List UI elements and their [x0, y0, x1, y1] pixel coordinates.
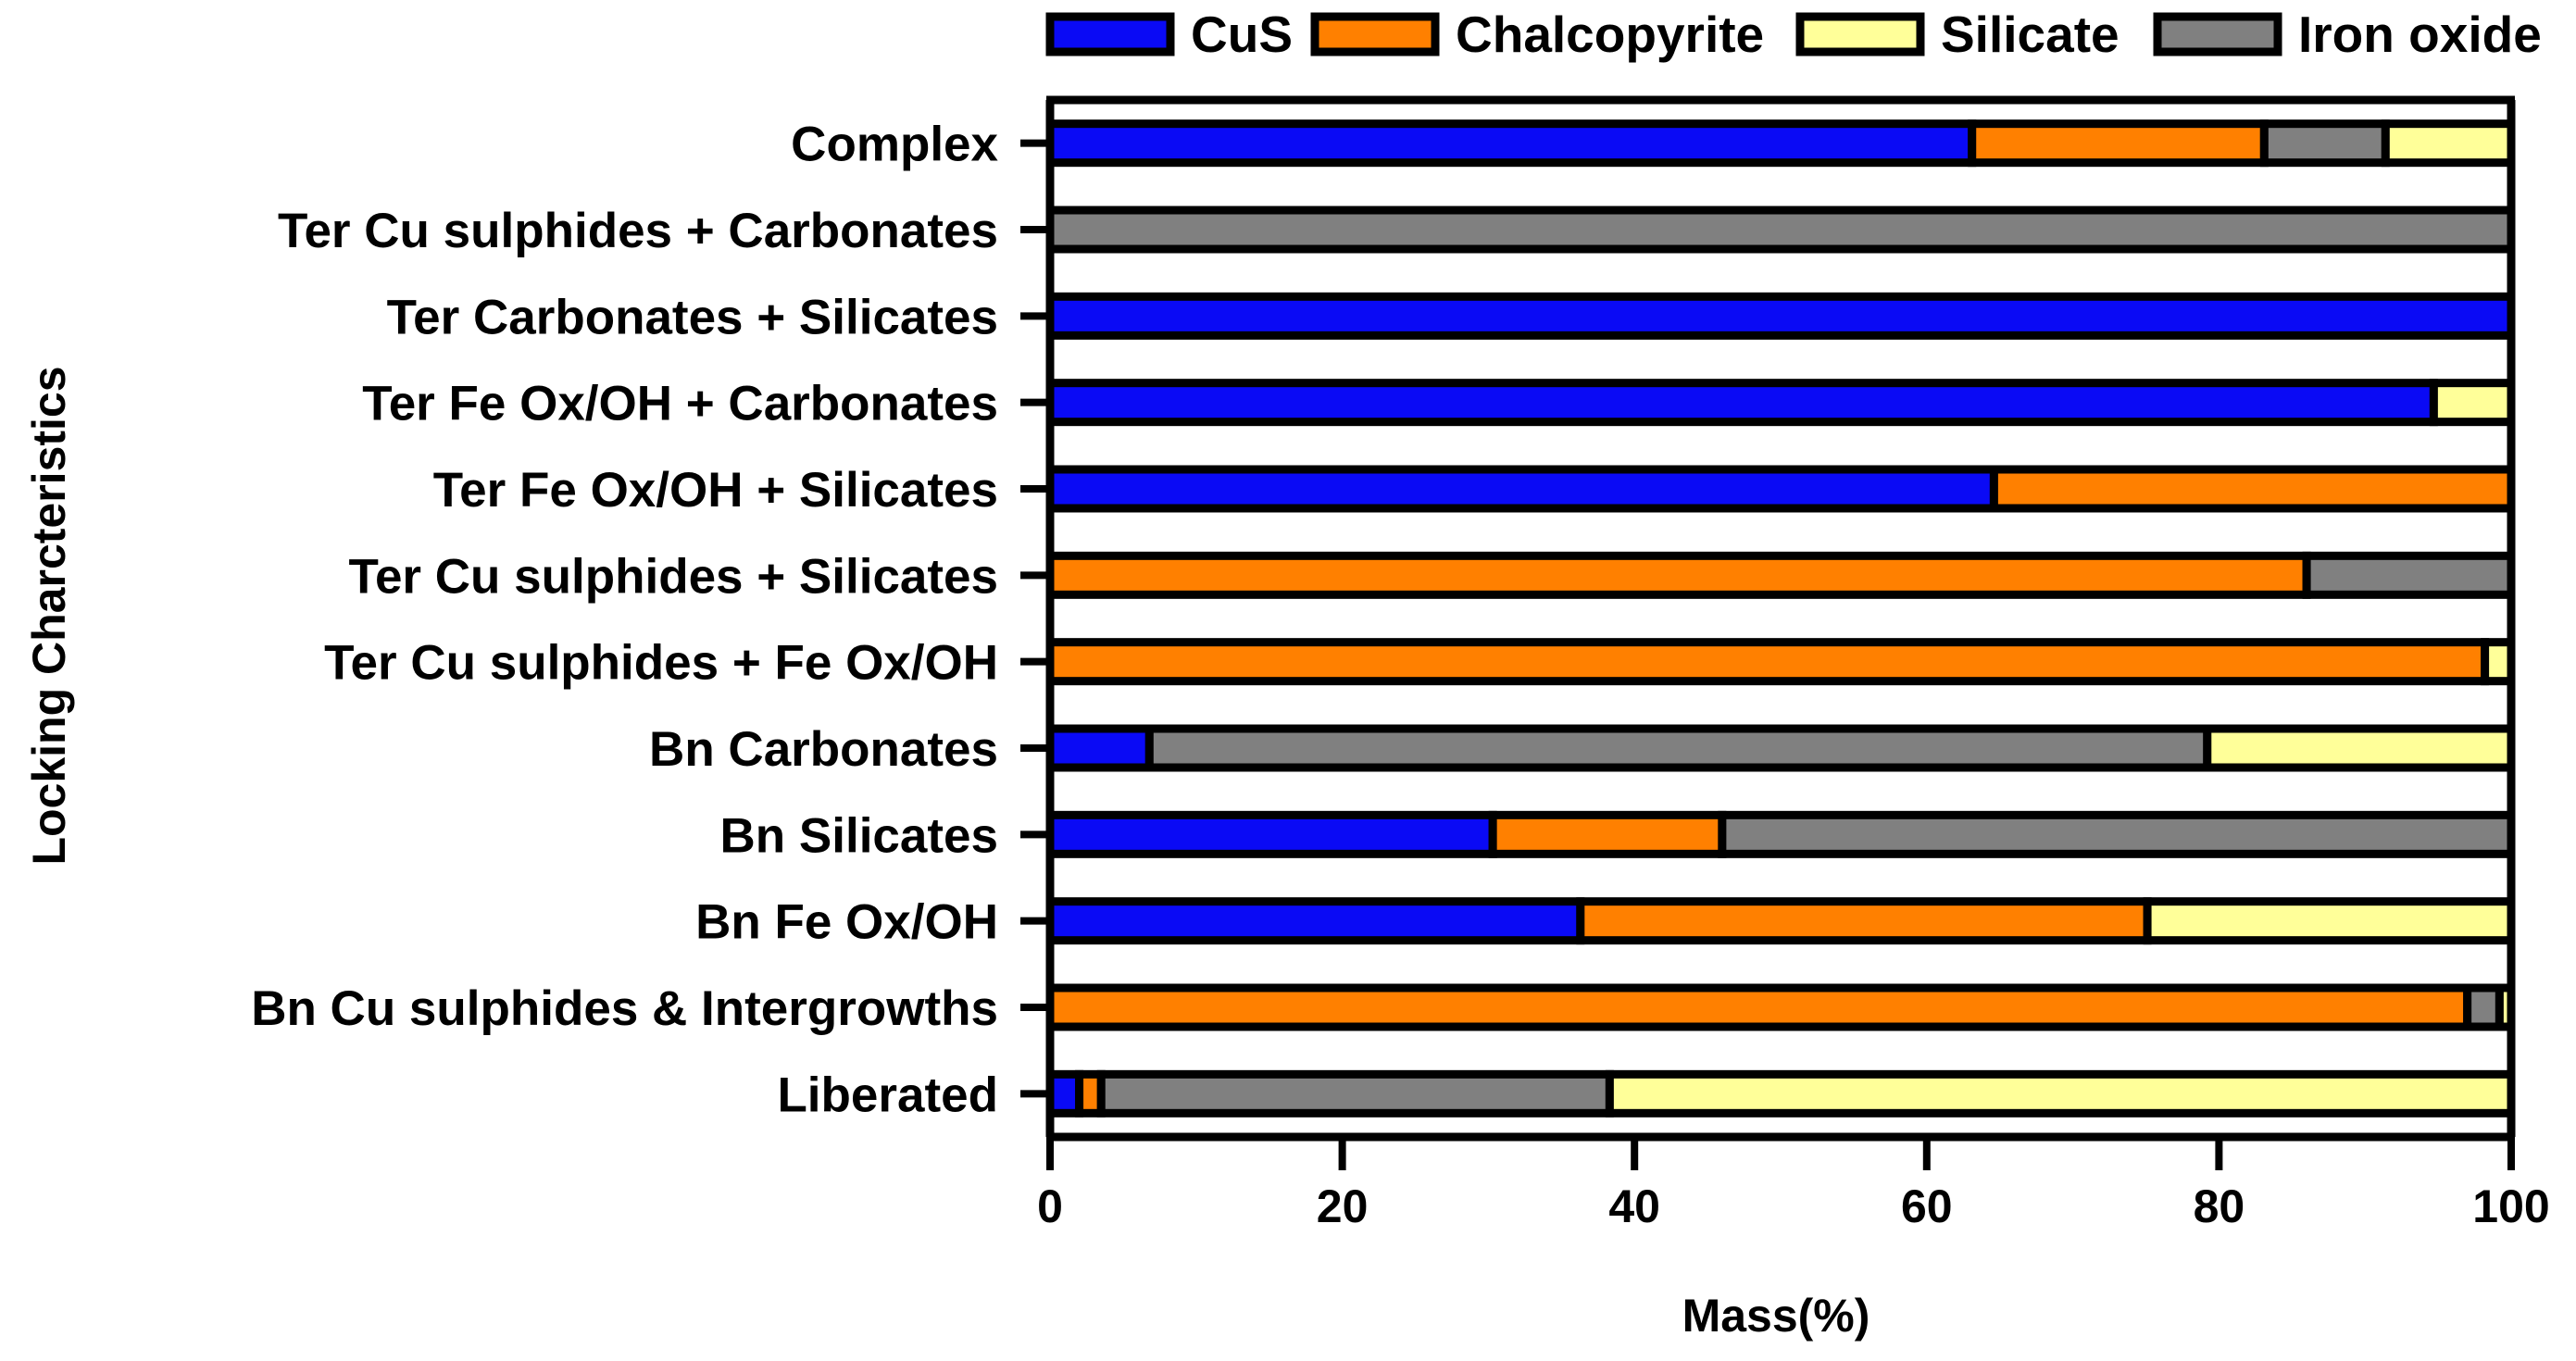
- bar-chalcopyrite-bn-cu-sulphides-intergrowths: [1045, 983, 2472, 1031]
- category-label-ter-fe-ox-oh-silicates: Ter Fe Ox/OH + Silicates: [433, 463, 998, 518]
- legend-label-chalcopyrite: Chalcopyrite: [1456, 6, 1764, 63]
- legend-label-cus: CuS: [1191, 6, 1293, 63]
- category-label-bn-cu-sulphides-intergrowths: Bn Cu sulphides & Intergrowths: [251, 981, 998, 1036]
- x-tick-label-20: 20: [1317, 1180, 1369, 1232]
- category-label-bn-silicates: Bn Silicates: [720, 808, 998, 863]
- legend-swatch-chalcopyrite: [1310, 12, 1440, 56]
- x-axis-title: Mass(%): [1682, 1290, 1870, 1342]
- bar-cus-bn-fe-ox-oh: [1045, 897, 1585, 945]
- bar-iron-oxide-bn-cu-sulphides-intergrowths: [2463, 983, 2504, 1031]
- legend-swatch-silicate: [1795, 12, 1925, 56]
- bar-silicate-complex: [2381, 119, 2516, 168]
- category-label-complex: Complex: [791, 118, 998, 172]
- bar-chalcopyrite-complex: [1968, 119, 2269, 168]
- category-label-bn-carbonates: Bn Carbonates: [649, 722, 998, 777]
- bar-cus-ter-fe-ox-oh-carbonates: [1045, 379, 2438, 427]
- bar-cus-complex: [1045, 119, 1977, 168]
- bar-cus-ter-fe-ox-oh-silicates: [1045, 465, 1998, 513]
- bar-cus-bn-silicates: [1045, 810, 1497, 858]
- bar-iron-oxide-ter-cu-sulphides-silicates: [2302, 551, 2516, 599]
- bar-cus-liberated: [1045, 1069, 1084, 1118]
- bar-chalcopyrite-ter-cu-sulphides-silicates: [1045, 551, 2311, 599]
- bar-iron-oxide-bn-silicates: [1718, 810, 2516, 858]
- x-tick-label-0: 0: [1037, 1180, 1063, 1232]
- bar-chalcopyrite-bn-silicates: [1488, 810, 1727, 858]
- y-axis: Complex Ter Cu sulphides + Carbonates Ter …: [251, 100, 1055, 1137]
- bar-silicate-bn-carbonates: [2203, 724, 2516, 772]
- x-axis: 0 20 40 60 80 100: [1037, 1132, 2550, 1232]
- x-tick-label-40: 40: [1608, 1180, 1660, 1232]
- bar-chalcopyrite-ter-fe-ox-oh-silicates: [1989, 465, 2516, 513]
- bar-iron-oxide-bn-carbonates: [1144, 724, 2212, 772]
- plot-area: [1045, 95, 2516, 1137]
- x-tick-label-100: 100: [2472, 1180, 2549, 1232]
- category-label-ter-cu-sulphides-silicates: Ter Cu sulphides + Silicates: [349, 549, 999, 604]
- legend-swatch-cus: [1045, 12, 1175, 56]
- bar-chalcopyrite-bn-fe-ox-oh: [1576, 897, 2152, 945]
- category-label-ter-fe-ox-oh-carbonates: Ter Fe Ox/OH + Carbonates: [362, 377, 998, 431]
- x-tick-label-60: 60: [1901, 1180, 1953, 1232]
- bar-cus-bn-carbonates: [1045, 724, 1154, 772]
- bar-iron-oxide-liberated: [1096, 1069, 1614, 1118]
- bar-cus-ter-carbonates-silicates: [1045, 292, 2516, 340]
- bar-silicate-ter-fe-ox-oh-carbonates: [2429, 379, 2516, 427]
- legend-swatch-iron-oxide: [2153, 12, 2282, 56]
- bar-silicate-bn-fe-ox-oh: [2143, 897, 2516, 945]
- bar-chalcopyrite-ter-cu-sulphides-fe-ox-oh: [1045, 638, 2490, 686]
- category-label-ter-cu-sulphides-carbonates: Ter Cu sulphides + Carbonates: [278, 204, 998, 258]
- y-axis-title: Locking Charcteristics: [23, 366, 75, 865]
- category-label-ter-carbonates-silicates: Ter Carbonates + Silicates: [387, 290, 998, 344]
- bar-iron-oxide-ter-cu-sulphides-carbonates: [1045, 206, 2516, 254]
- legend: CuS Chalcopyrite Silicate Iron oxide: [1045, 6, 2542, 63]
- category-label-ter-cu-sulphides-fe-ox-oh: Ter Cu sulphides + Fe Ox/OH: [324, 636, 998, 691]
- category-label-liberated: Liberated: [777, 1068, 998, 1122]
- x-tick-label-80: 80: [2194, 1180, 2245, 1232]
- legend-label-silicate: Silicate: [1941, 6, 2120, 63]
- category-label-bn-fe-ox-oh: Bn Fe Ox/OH: [695, 895, 998, 950]
- legend-label-iron-oxide: Iron oxide: [2298, 6, 2542, 63]
- bar-iron-oxide-complex: [2259, 119, 2390, 168]
- bar-silicate-liberated: [1605, 1069, 2516, 1118]
